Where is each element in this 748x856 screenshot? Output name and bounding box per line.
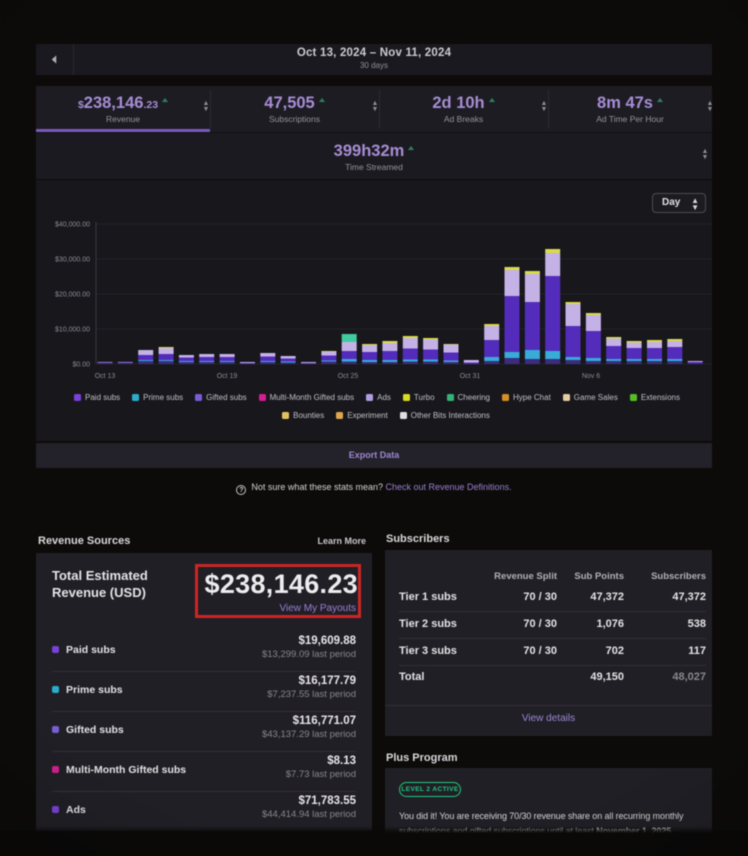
svg-text:$30,000.00: $30,000.00 (55, 257, 90, 264)
svg-text:Nov 6: Nov 6 (582, 373, 600, 380)
svg-text:$10,000.00: $10,000.00 (55, 327, 90, 334)
svg-text:Oct 19: Oct 19 (217, 373, 238, 380)
svg-text:$20,000.00: $20,000.00 (55, 292, 90, 299)
svg-text:$0.00: $0.00 (72, 362, 90, 369)
svg-text:$40,000.00: $40,000.00 (55, 222, 90, 229)
svg-text:Oct 13: Oct 13 (95, 373, 116, 380)
svg-text:Oct 31: Oct 31 (460, 373, 481, 380)
svg-text:Oct 25: Oct 25 (338, 373, 359, 380)
